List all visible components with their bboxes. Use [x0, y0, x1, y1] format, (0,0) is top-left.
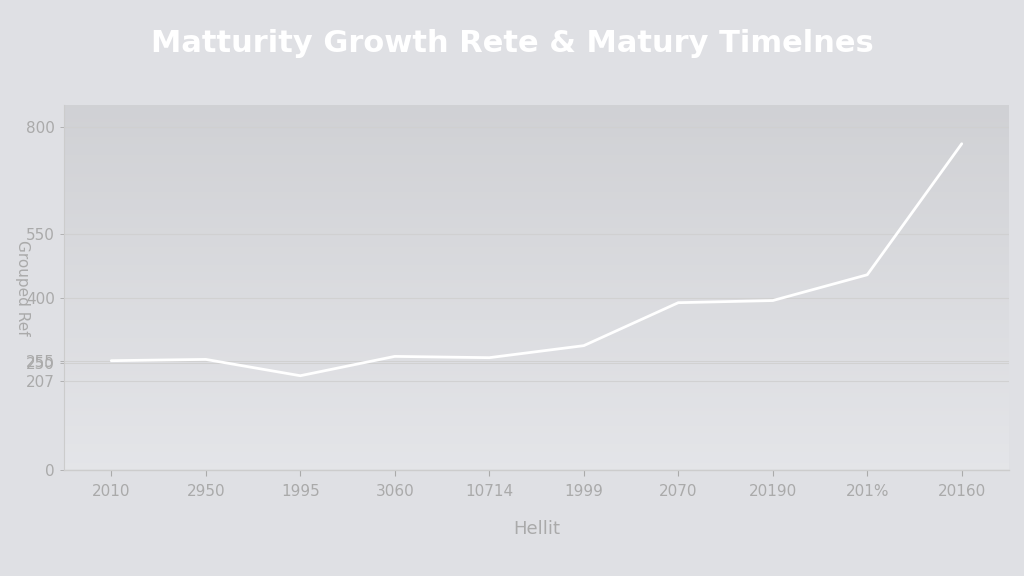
X-axis label: Hellit: Hellit	[513, 520, 560, 538]
Y-axis label: Grouped Ref: Grouped Ref	[15, 240, 30, 335]
Text: Matturity Growth Rete & Matury Timelnes: Matturity Growth Rete & Matury Timelnes	[151, 29, 873, 58]
